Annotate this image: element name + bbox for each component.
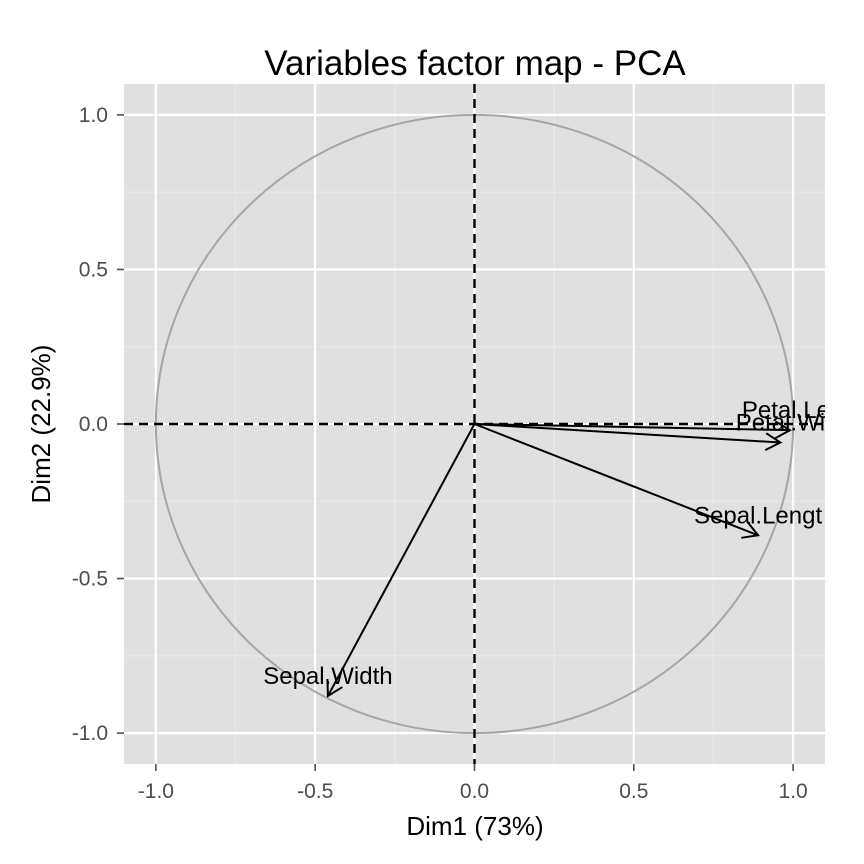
- arrow-sepal-length: [474, 423, 759, 537]
- y-tick-label: 0.5: [79, 258, 108, 281]
- x-tick-label: -0.5: [297, 780, 333, 803]
- variable-arrows: [326, 420, 792, 698]
- y-tick-label: -1.0: [72, 722, 108, 745]
- x-tick-label: 0.0: [460, 780, 489, 803]
- y-tick-label: -0.5: [72, 568, 108, 591]
- y-tick-label: 1.0: [79, 104, 108, 127]
- chart-title: Variables factor map - PCA: [264, 44, 686, 83]
- arrowhead-petal-width: [764, 432, 783, 452]
- x-tick-label: -1.0: [138, 780, 174, 803]
- label-petal-width: Petal.Wi: [736, 410, 825, 437]
- y-axis-title: Dim2 (22.9%): [26, 345, 56, 504]
- x-axis-ticks: -1.0 -0.5 0.0 0.5 1.0: [138, 764, 808, 803]
- x-tick-label: 0.5: [619, 780, 648, 803]
- x-axis-title: Dim1 (73%): [406, 811, 543, 841]
- label-petal-length: Petal.Ler: [742, 397, 838, 424]
- arrowhead-sepal-width: [326, 678, 343, 698]
- label-sepal-width: Sepal.Width: [263, 663, 392, 690]
- y-axis-ticks: -1.0 -0.5 0.0 0.5 1.0: [72, 104, 124, 745]
- arrow-petal-length: [474, 423, 790, 432]
- y-tick-label: 0.0: [79, 413, 108, 436]
- arrow-petal-width: [474, 423, 781, 444]
- arrowhead-sepal-length: [741, 521, 760, 539]
- x-tick-label: 1.0: [779, 780, 808, 803]
- arrowhead-petal-length: [774, 420, 792, 440]
- arrow-sepal-width: [327, 423, 476, 697]
- label-sepal-length: Sepal.Lengt: [694, 502, 822, 529]
